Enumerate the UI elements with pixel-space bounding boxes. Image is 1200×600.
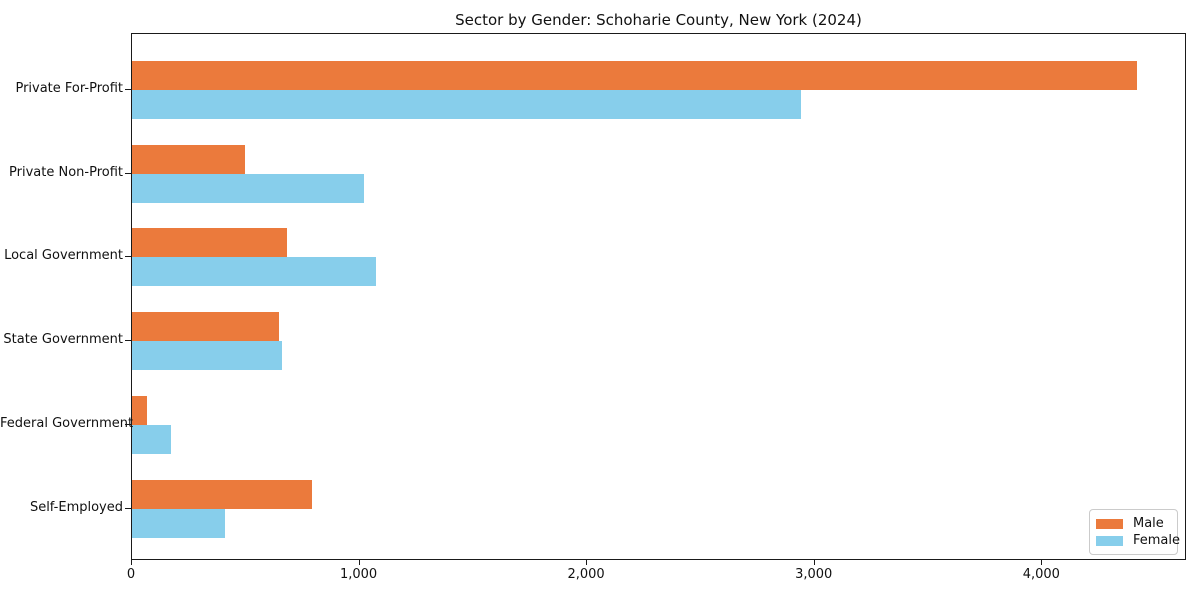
- legend-swatch-female: [1096, 535, 1123, 546]
- y-tick-label-private-for-profit: Private For-Profit: [15, 81, 123, 96]
- y-tick-label-federal-government: Federal Government: [0, 415, 134, 431]
- bar-female-local-government: [132, 257, 376, 287]
- y-tick-label-state-government: State Government: [3, 332, 123, 348]
- bar-female-state-government: [132, 341, 283, 371]
- x-tick-label: 2,000: [567, 567, 605, 582]
- y-tick-mark: [125, 423, 131, 425]
- x-tick-mark: [131, 560, 132, 565]
- bar-male-private-non-profit: [132, 144, 245, 174]
- legend-item-female: Female: [1096, 532, 1181, 549]
- bar-male-state-government: [132, 312, 279, 342]
- x-tick-mark: [358, 560, 360, 565]
- bar-male-local-government: [132, 228, 287, 258]
- y-tick-label-local-government: Local Government: [4, 248, 123, 264]
- bar-male-federal-government: [132, 395, 148, 425]
- y-tick-label-self-employed: Self-Employed: [29, 499, 123, 515]
- bar-male-private-for-profit: [132, 61, 1137, 90]
- plot-area: Male Female: [131, 33, 1186, 560]
- bar-female-private-non-profit: [132, 173, 364, 203]
- y-tick-mark: [125, 256, 131, 258]
- x-tick-label: 3,000: [795, 567, 833, 582]
- legend-label-female: Female: [1133, 533, 1181, 548]
- bar-male-self-employed: [132, 479, 312, 509]
- bar-female-private-for-profit: [132, 90, 801, 119]
- legend-label-male: Male: [1133, 516, 1164, 531]
- y-tick-mark: [125, 172, 131, 174]
- chart-title: Sector by Gender: Schoharie County, New …: [455, 11, 862, 29]
- y-tick-mark: [125, 89, 131, 90]
- bar-female-self-employed: [132, 508, 225, 538]
- x-tick-label: 0: [126, 567, 136, 582]
- y-tick-mark: [125, 507, 131, 509]
- x-tick-mark: [813, 560, 815, 565]
- x-tick-label: 1,000: [339, 567, 378, 582]
- x-tick-mark: [1041, 560, 1043, 565]
- y-tick-mark: [125, 340, 131, 342]
- x-tick-label: 4,000: [1022, 567, 1060, 582]
- bar-female-federal-government: [132, 424, 171, 454]
- legend-swatch-male: [1096, 518, 1123, 529]
- legend-item-male: Male: [1096, 515, 1177, 532]
- y-tick-label-private-non-profit: Private Non-Profit: [9, 164, 123, 180]
- legend: Male Female: [1089, 509, 1181, 555]
- x-tick-mark: [586, 560, 588, 565]
